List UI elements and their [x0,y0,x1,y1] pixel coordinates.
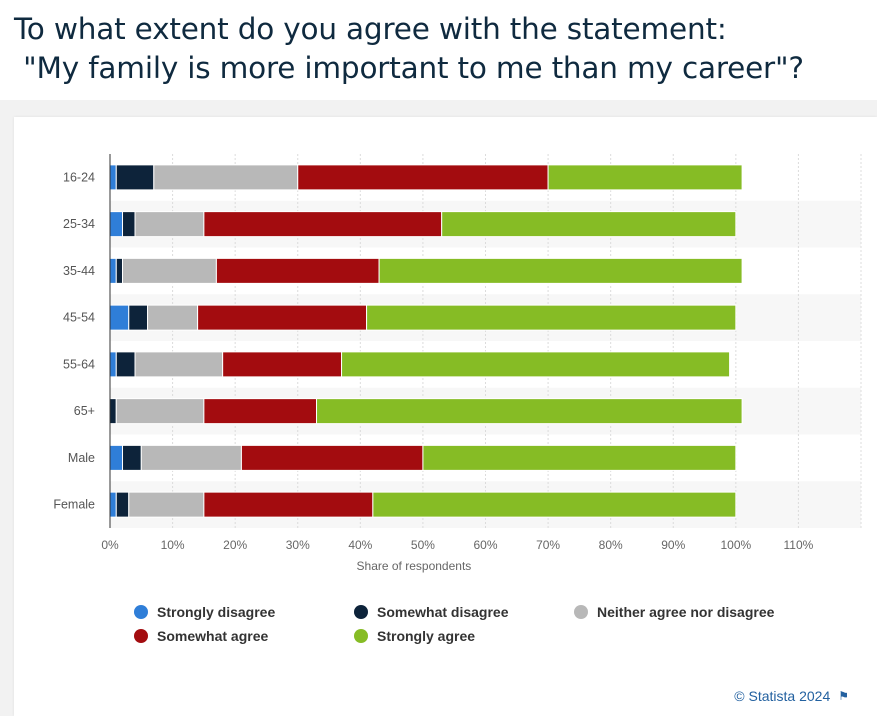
bar-segment [128,304,149,331]
bar-segment [203,398,318,425]
title-line-1: To what extent do you agree with the sta… [14,12,727,46]
legend-marker [134,605,148,619]
bar-segment [109,351,117,378]
x-tick-label: 0% [101,538,119,552]
legend-marker [354,605,368,619]
x-tick-label: 20% [223,538,247,552]
x-tick-label: 70% [536,538,560,552]
x-axis-title: Share of respondents [357,559,472,573]
bar-segment [109,491,117,518]
legend-item[interactable]: Strongly disagree [134,603,275,621]
x-tick-label: 50% [411,538,435,552]
category-label: Male [68,451,95,465]
bar-segment [147,304,199,331]
legend-label: Neither agree nor disagree [597,604,775,620]
chart-card: 0% 10% 20% 30% 40% 50% 60% 70% 80% 90% 100% 110% 16-… [14,117,877,716]
bar-segment [422,444,737,471]
x-tick-label: 10% [161,538,185,552]
category-label: 35-44 [63,264,95,278]
bar-segment [109,164,117,191]
x-tick-label: 40% [348,538,372,552]
category-label: Female [53,498,95,512]
bar-chart: 0% 10% 20% 30% 40% 50% 60% 70% 80% 90% 100% 110% 16-… [53,154,862,573]
legend-marker [134,629,148,643]
x-tick-label: 110% [784,538,814,552]
bar-segment [122,444,142,471]
bar-segment [115,257,124,284]
bar-segment [366,304,737,331]
legend-label: Strongly disagree [157,604,276,620]
x-tick-label: 80% [599,538,623,552]
bar-segment [115,164,155,191]
page-title: To what extent do you agree with the sta… [14,10,874,88]
bar-segment [222,351,343,378]
x-tick-label: 100% [720,538,751,552]
bar-segment [341,351,731,378]
flag-icon[interactable]: ⚑ [838,689,849,703]
bar-segment [109,257,117,284]
bar-segment [109,444,124,471]
legend-item[interactable]: Neither agree nor disagree [574,603,774,621]
bar-segment [197,304,368,331]
bar-segment [140,444,242,471]
x-tick-label: 30% [286,538,310,552]
bar-segment [297,164,549,191]
legend-item[interactable]: Somewhat disagree [354,603,509,621]
bar-segment [441,211,737,238]
bar-segment [122,257,217,284]
bar-segment [215,257,380,284]
credit-text[interactable]: © Statista 2024 [734,688,831,704]
x-tick-label: 60% [473,538,497,552]
bar-segment [115,491,130,518]
bar-segment [372,491,737,518]
bar-segment [128,491,205,518]
legend-marker [574,605,588,619]
legend-marker [354,629,368,643]
x-tick-label: 90% [661,538,685,552]
bar-segment [134,351,224,378]
bar-segment [378,257,743,284]
statista-credit[interactable]: © Statista 2024 ⚑ [734,688,849,704]
legend-label: Somewhat agree [157,628,269,644]
category-label: 65+ [74,404,95,418]
legend-label: Somewhat disagree [377,604,509,620]
bar-segment [547,164,743,191]
bar-segment [153,164,299,191]
legend-item[interactable]: Strongly agree [354,627,475,645]
category-label: 16-24 [63,170,95,184]
bar-segment [109,211,124,238]
bar-segment [240,444,424,471]
category-label: 55-64 [63,357,95,371]
legend-item[interactable]: Somewhat agree [134,627,268,645]
bar-segment [134,211,205,238]
bar-segment [115,398,205,425]
title-line-2: "My family is more important to me than … [14,51,804,85]
bar-segment [203,491,374,518]
bar-segment [115,351,136,378]
bar-segment [122,211,136,238]
title-area: To what extent do you agree with the sta… [0,0,877,100]
bar-segment [109,398,117,425]
legend-label: Strongly agree [377,628,476,644]
bar-segment [203,211,443,238]
bar-segment [109,304,130,331]
category-label: 25-34 [63,217,95,231]
bar-segment [316,398,743,425]
category-label: 45-54 [63,311,95,325]
